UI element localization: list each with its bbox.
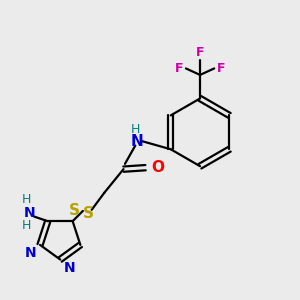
Text: N: N: [130, 134, 143, 149]
Text: N: N: [24, 206, 35, 220]
Text: N: N: [64, 261, 75, 275]
Text: N: N: [25, 246, 37, 260]
Text: H: H: [22, 194, 31, 206]
Text: H: H: [22, 219, 31, 232]
Text: O: O: [151, 160, 164, 175]
Text: F: F: [217, 62, 225, 75]
Text: F: F: [175, 62, 184, 75]
Text: S: S: [69, 202, 80, 217]
Text: S: S: [83, 206, 94, 221]
Text: H: H: [130, 123, 140, 136]
Text: F: F: [196, 46, 204, 59]
